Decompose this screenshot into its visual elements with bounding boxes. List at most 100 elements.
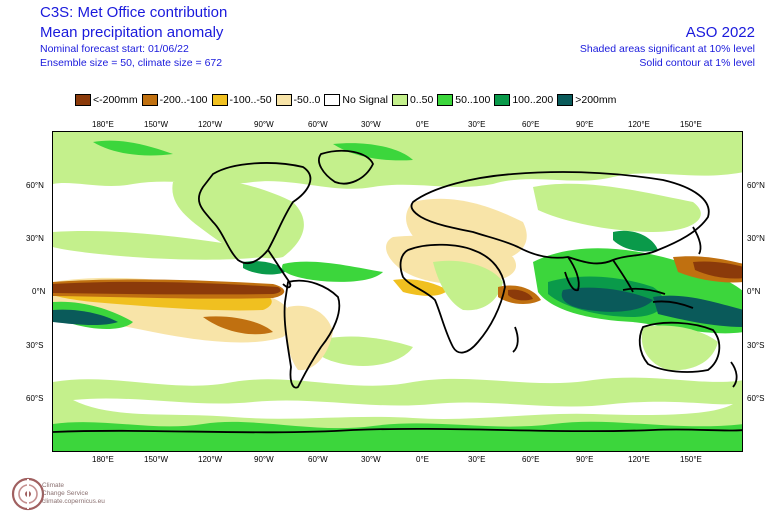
map-title: C3S: Met Office contribution	[40, 4, 228, 21]
legend-swatch	[75, 94, 91, 106]
lon-tick-top: 120°E	[628, 120, 650, 129]
anomaly-area-north-pacific-wet	[243, 261, 285, 275]
lon-tick-top: 90°E	[576, 120, 594, 129]
lon-tick-top: 90°W	[254, 120, 274, 129]
lat-tick-right: 60°N	[747, 181, 765, 190]
legend-item: >200mm	[557, 94, 616, 106]
legend-label: 50..100	[455, 94, 491, 106]
anomaly-area-tropical-pacific-extreme	[53, 281, 281, 295]
anomaly-area-north-america	[172, 178, 304, 259]
coastline-africa	[399, 243, 506, 354]
significance-note: Shaded areas significant at 10% level	[579, 43, 755, 55]
legend-label: -200..-100	[159, 94, 208, 106]
map-canvas	[53, 132, 742, 451]
legend-item: 100..200	[494, 94, 553, 106]
coastline-new-zealand	[730, 361, 738, 388]
lon-tick-bottom: 60°W	[308, 455, 328, 464]
anomaly-area-tropical-atlantic	[282, 261, 383, 282]
lon-tick-bottom: 120°E	[628, 455, 650, 464]
anomaly-area-west-pacific-dry-core	[693, 261, 742, 279]
lon-tick-bottom: 180°E	[92, 455, 114, 464]
lat-tick-left: 30°S	[26, 341, 44, 350]
lon-tick-bottom: 0°E	[416, 455, 429, 464]
ensemble-size: Ensemble size = 50, climate size = 672	[40, 57, 223, 69]
lon-tick-bottom: 90°W	[254, 455, 274, 464]
legend-label: <-200mm	[93, 94, 138, 106]
legend-item: 0..50	[391, 94, 434, 106]
legend-item: No Signal	[324, 94, 388, 106]
lat-tick-left: 60°S	[26, 394, 44, 403]
anomaly-area-tropical-band-green	[53, 231, 283, 260]
coastline-antarctica	[53, 427, 742, 434]
lat-tick-left: 0°N	[32, 287, 46, 296]
logo-line-3: climate.copernicus.eu	[42, 498, 105, 505]
copernicus-logo	[11, 477, 45, 511]
anomaly-area-southern-ocean-strong	[53, 421, 742, 451]
lat-tick-right: 30°N	[747, 234, 765, 243]
lon-tick-bottom: 30°W	[361, 455, 381, 464]
coastline-greenland	[318, 150, 374, 185]
legend-swatch	[275, 94, 292, 106]
legend-item: 50..100	[437, 94, 490, 106]
logo-line-1: Climate	[42, 482, 65, 489]
coastline-north-america	[198, 162, 312, 264]
coastline-australia	[638, 321, 721, 373]
lon-tick-bottom: 150°W	[144, 455, 169, 464]
anomaly-area-south-pacific-wet-strong	[53, 309, 118, 326]
logo-line-2: Change Service	[42, 490, 89, 497]
coastline-south-america	[283, 279, 341, 389]
coastline-maritime-continent	[622, 287, 694, 309]
legend-swatch	[211, 94, 228, 106]
legend-item: <-200mm	[75, 94, 138, 106]
lon-tick-bottom: 60°E	[522, 455, 540, 464]
precipitation-anomaly-map	[52, 131, 743, 452]
legend-label: -100..-50	[229, 94, 272, 106]
logo-text: Climate Change Service climate.copernicu…	[42, 482, 105, 506]
lon-tick-top: 180°E	[92, 120, 114, 129]
coastline-japan	[692, 226, 702, 255]
anomaly-area-southern-ocean-white	[73, 398, 733, 419]
anomaly-area-south-atlantic	[312, 336, 413, 367]
lon-tick-top: 120°W	[198, 120, 223, 129]
coastline-madagascar	[512, 326, 519, 353]
lon-tick-bottom: 150°E	[680, 455, 702, 464]
lon-tick-bottom: 30°E	[468, 455, 486, 464]
lon-tick-bottom: 120°W	[198, 455, 223, 464]
coastline-india	[564, 256, 580, 292]
legend-swatch	[494, 94, 511, 106]
legend-swatch	[391, 94, 408, 106]
anomaly-area-africa-green	[433, 260, 503, 311]
legend-label: -50..0	[293, 94, 321, 106]
lon-tick-top: 30°W	[361, 120, 381, 129]
legend-label: 100..200	[512, 94, 554, 106]
anomaly-area-west-africa	[393, 279, 448, 296]
legend-swatch	[557, 94, 574, 106]
lat-tick-right: 30°S	[747, 341, 765, 350]
anomaly-area-asia-north	[533, 183, 701, 232]
legend-label: >200mm	[575, 94, 617, 106]
legend-item: -100..-50	[211, 94, 272, 106]
season-label: ASO 2022	[685, 24, 755, 41]
contour-note: Solid contour at 1% level	[639, 57, 755, 69]
lon-tick-top: 60°W	[308, 120, 328, 129]
anomaly-area-australia	[641, 325, 718, 371]
legend-label: 0..50	[409, 94, 434, 106]
lon-tick-top: 30°E	[468, 120, 486, 129]
map-subtitle: Mean precipitation anomaly	[40, 24, 224, 41]
lon-tick-top: 60°E	[522, 120, 540, 129]
color-legend: <-200mm -200..-100 -100..-50 -50..0 No S…	[75, 92, 620, 108]
lon-tick-top: 150°W	[144, 120, 169, 129]
forecast-start: Nominal forecast start: 01/06/22	[40, 43, 189, 55]
anomaly-area-east-africa-core	[508, 289, 533, 301]
legend-item: -200..-100	[141, 94, 208, 106]
legend-swatch	[324, 94, 341, 106]
lon-tick-bottom: 90°E	[576, 455, 594, 464]
lat-tick-right: 0°N	[747, 287, 761, 296]
anomaly-area-maritime-continent	[561, 287, 742, 327]
lat-tick-left: 30°N	[26, 234, 44, 243]
coastline-eurasia	[410, 171, 710, 265]
anomaly-area-south-america	[286, 305, 333, 371]
legend-label: No Signal	[342, 94, 388, 106]
legend-swatch	[141, 94, 158, 106]
lon-tick-top: 0°E	[416, 120, 429, 129]
